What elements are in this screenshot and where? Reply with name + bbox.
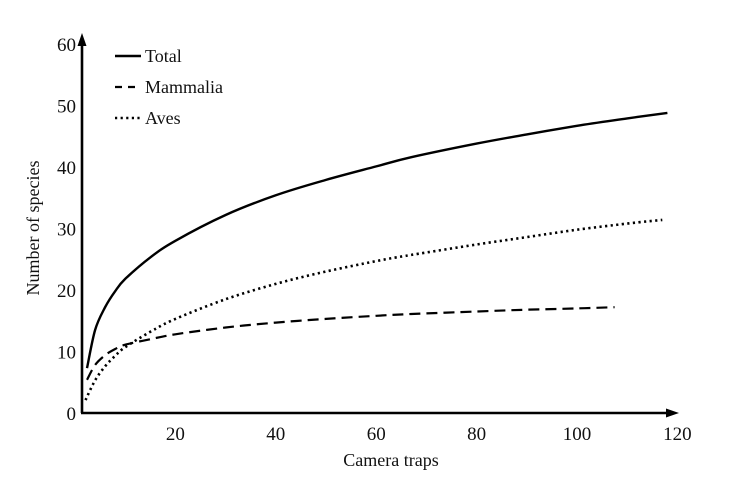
legend-label: Mammalia bbox=[145, 77, 223, 97]
x-tick-label: 40 bbox=[266, 424, 285, 445]
x-tick-label: 20 bbox=[166, 424, 185, 445]
legend: Total Mammalia Aves bbox=[115, 46, 223, 128]
x-tick-labels: 20 40 60 80 100 120 bbox=[166, 424, 692, 445]
y-tick-labels: 0 10 20 30 40 50 60 bbox=[57, 35, 76, 425]
x-axis-arrow-icon bbox=[666, 408, 679, 418]
x-axis-label: Camera traps bbox=[343, 450, 438, 470]
legend-label: Total bbox=[145, 46, 182, 66]
y-tick-label: 0 bbox=[67, 404, 77, 425]
y-tick-label: 60 bbox=[57, 35, 76, 56]
y-tick-label: 30 bbox=[57, 220, 76, 241]
x-tick-label: 120 bbox=[663, 424, 692, 445]
y-tick-label: 40 bbox=[57, 158, 76, 179]
y-tick-label: 20 bbox=[57, 281, 76, 302]
x-tick-label: 100 bbox=[563, 424, 592, 445]
legend-item-aves: Aves bbox=[115, 108, 181, 128]
y-tick-label: 50 bbox=[57, 97, 76, 118]
y-tick-label: 10 bbox=[57, 343, 76, 364]
series-line-total bbox=[85, 111, 668, 369]
legend-item-total: Total bbox=[115, 46, 182, 66]
axes bbox=[77, 33, 679, 418]
series-line-aves bbox=[84, 218, 663, 401]
y-axis-arrow-icon bbox=[77, 33, 87, 46]
x-tick-label: 60 bbox=[367, 424, 386, 445]
legend-item-mammalia: Mammalia bbox=[115, 77, 223, 97]
x-tick-label: 80 bbox=[467, 424, 486, 445]
legend-label: Aves bbox=[145, 108, 181, 128]
series-layer bbox=[84, 111, 668, 401]
y-axis-label: Number of species bbox=[23, 161, 43, 296]
series-line-mammalia bbox=[86, 306, 615, 381]
